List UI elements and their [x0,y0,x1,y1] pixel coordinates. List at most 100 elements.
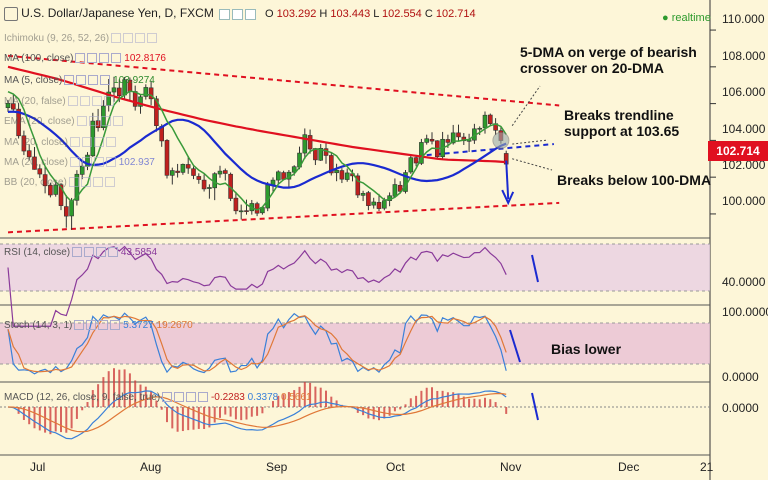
x-tick: Sep [266,460,288,474]
stoch-d-value: 19.2670 [156,320,193,331]
indicator-ichimoku[interactable]: Ichimoku (9, 26, 52, 26) [4,33,158,44]
o-label: O [264,8,274,20]
indicator-ma5[interactable]: MA (5, close) 103.9274 [4,75,155,86]
down-arrow-head [501,189,515,206]
candle-body [371,201,377,206]
candle-body [143,87,149,97]
candle-body [117,87,122,97]
candle-body [291,166,297,173]
annotation-leader [512,139,549,145]
ma-close-value: 102.937 [118,157,155,168]
price-tick: 108.000 [722,49,766,63]
ma5-label: MA (5, close) [4,75,63,86]
candle-body [355,175,361,196]
realtime-status: ● realtime [662,12,711,24]
annotation-crossover-line2: crossover on 20-DMA [520,60,664,76]
annotation-100dma: Breaks below 100-DMA [557,172,712,188]
candle-body [424,138,430,143]
macd-signal-value: 0.5661 [281,392,312,403]
realtime-label: realtime [671,12,711,24]
rsi-line [7,245,507,327]
annotation-bias: Bias lower [551,341,622,357]
candle-body [429,138,435,142]
rsi-band [0,244,710,291]
visibility-icon[interactable] [218,8,230,20]
indicator-bb[interactable]: BB (20, close) [4,177,115,188]
stoch-legend[interactable]: Stoch (14, 3, 1) 5.3727 19.2670 [4,320,193,331]
candle-body [456,132,461,138]
indicator-ma-close-2[interactable]: MA (20, close) 102.937 [4,157,155,168]
candle-body [397,184,403,192]
candle-body [275,171,281,181]
ma-close-label-2: MA (20, close) [4,157,68,168]
c-label: C [424,8,433,20]
collapse-icon[interactable] [4,7,18,22]
ma20-label: MA (20, false) [4,96,66,107]
macd-legend[interactable]: MACD (12, 26, close, 9, false, true) -0.… [4,392,312,403]
candle-body [360,193,366,196]
candle-body [26,150,32,158]
indicator-ema[interactable]: EMA (20, close) [4,116,123,127]
candle-body [482,114,488,129]
stoch-label: Stoch (14, 3, 1) [4,320,73,331]
x-tick: Aug [140,460,162,474]
x-tick: Dec [618,460,640,474]
candle-body [132,91,138,107]
stoch-k-line [7,312,507,375]
candle-body [16,108,21,137]
h-label: H [319,8,328,20]
macd-label: MACD (12, 26, close, 9, false, true) [4,392,161,403]
l-label: L [373,8,379,20]
candle-body [344,172,350,180]
candle-body [419,142,424,164]
ma5-value: 103.9274 [113,75,155,86]
trendline [426,143,554,157]
candle-body [328,155,334,174]
candle-body [339,170,345,180]
last-price-badge: 102.714 [708,141,768,161]
candle-body [302,134,308,154]
candle-body [408,157,414,173]
candle-body [11,103,16,110]
candle-body [265,184,271,209]
candle-body [196,176,202,180]
panel-arrow [531,392,539,421]
indicator-ma20[interactable]: MA (20, false) [4,96,114,107]
candle-body [58,184,64,206]
more-icon[interactable] [244,8,256,20]
candle-body [42,174,48,187]
candle-body [413,157,419,164]
price-tick: 102.000 [722,158,766,172]
x-tick: 21 [700,460,714,474]
ma-close-label: MA (20, close) [4,137,68,148]
down-arrow [505,160,510,200]
candle-body [445,139,451,143]
candle-body [381,200,387,209]
candle-body [164,140,170,176]
indicator-ma100[interactable]: MA (100, close) 102.8176 [4,53,166,64]
settings-icon[interactable] [231,8,243,20]
candle-body [48,184,53,196]
c-value: 102.714 [435,8,476,20]
candle-body [32,156,37,170]
candle-body [111,87,117,93]
candle-body [392,184,398,197]
candle-body [170,170,175,176]
indicator-ma-close[interactable]: MA (20, close) [4,137,116,148]
annotation-crossover-line1: 5-DMA on verge of bearish [520,44,697,60]
trendline [7,54,560,107]
symbol-title[interactable]: U.S. Dollar/Japanese Yen, D, FXCM [21,6,214,20]
annotation-crossover: 5-DMA on verge of bearish crossover on 20… [520,44,697,76]
stoch-arrow [509,329,521,363]
candle-body [154,98,159,126]
candle-body [191,168,196,176]
candle-body [238,210,244,213]
candle-body [69,200,74,217]
rsi-legend[interactable]: RSI (14, close) 43.5854 [4,247,157,258]
o-value: 103.292 [276,8,317,20]
candle-body [334,169,339,174]
candle-body [318,147,324,161]
trendline [7,201,560,234]
bb-label: BB (20, close) [4,177,67,188]
candle-body [37,168,43,175]
